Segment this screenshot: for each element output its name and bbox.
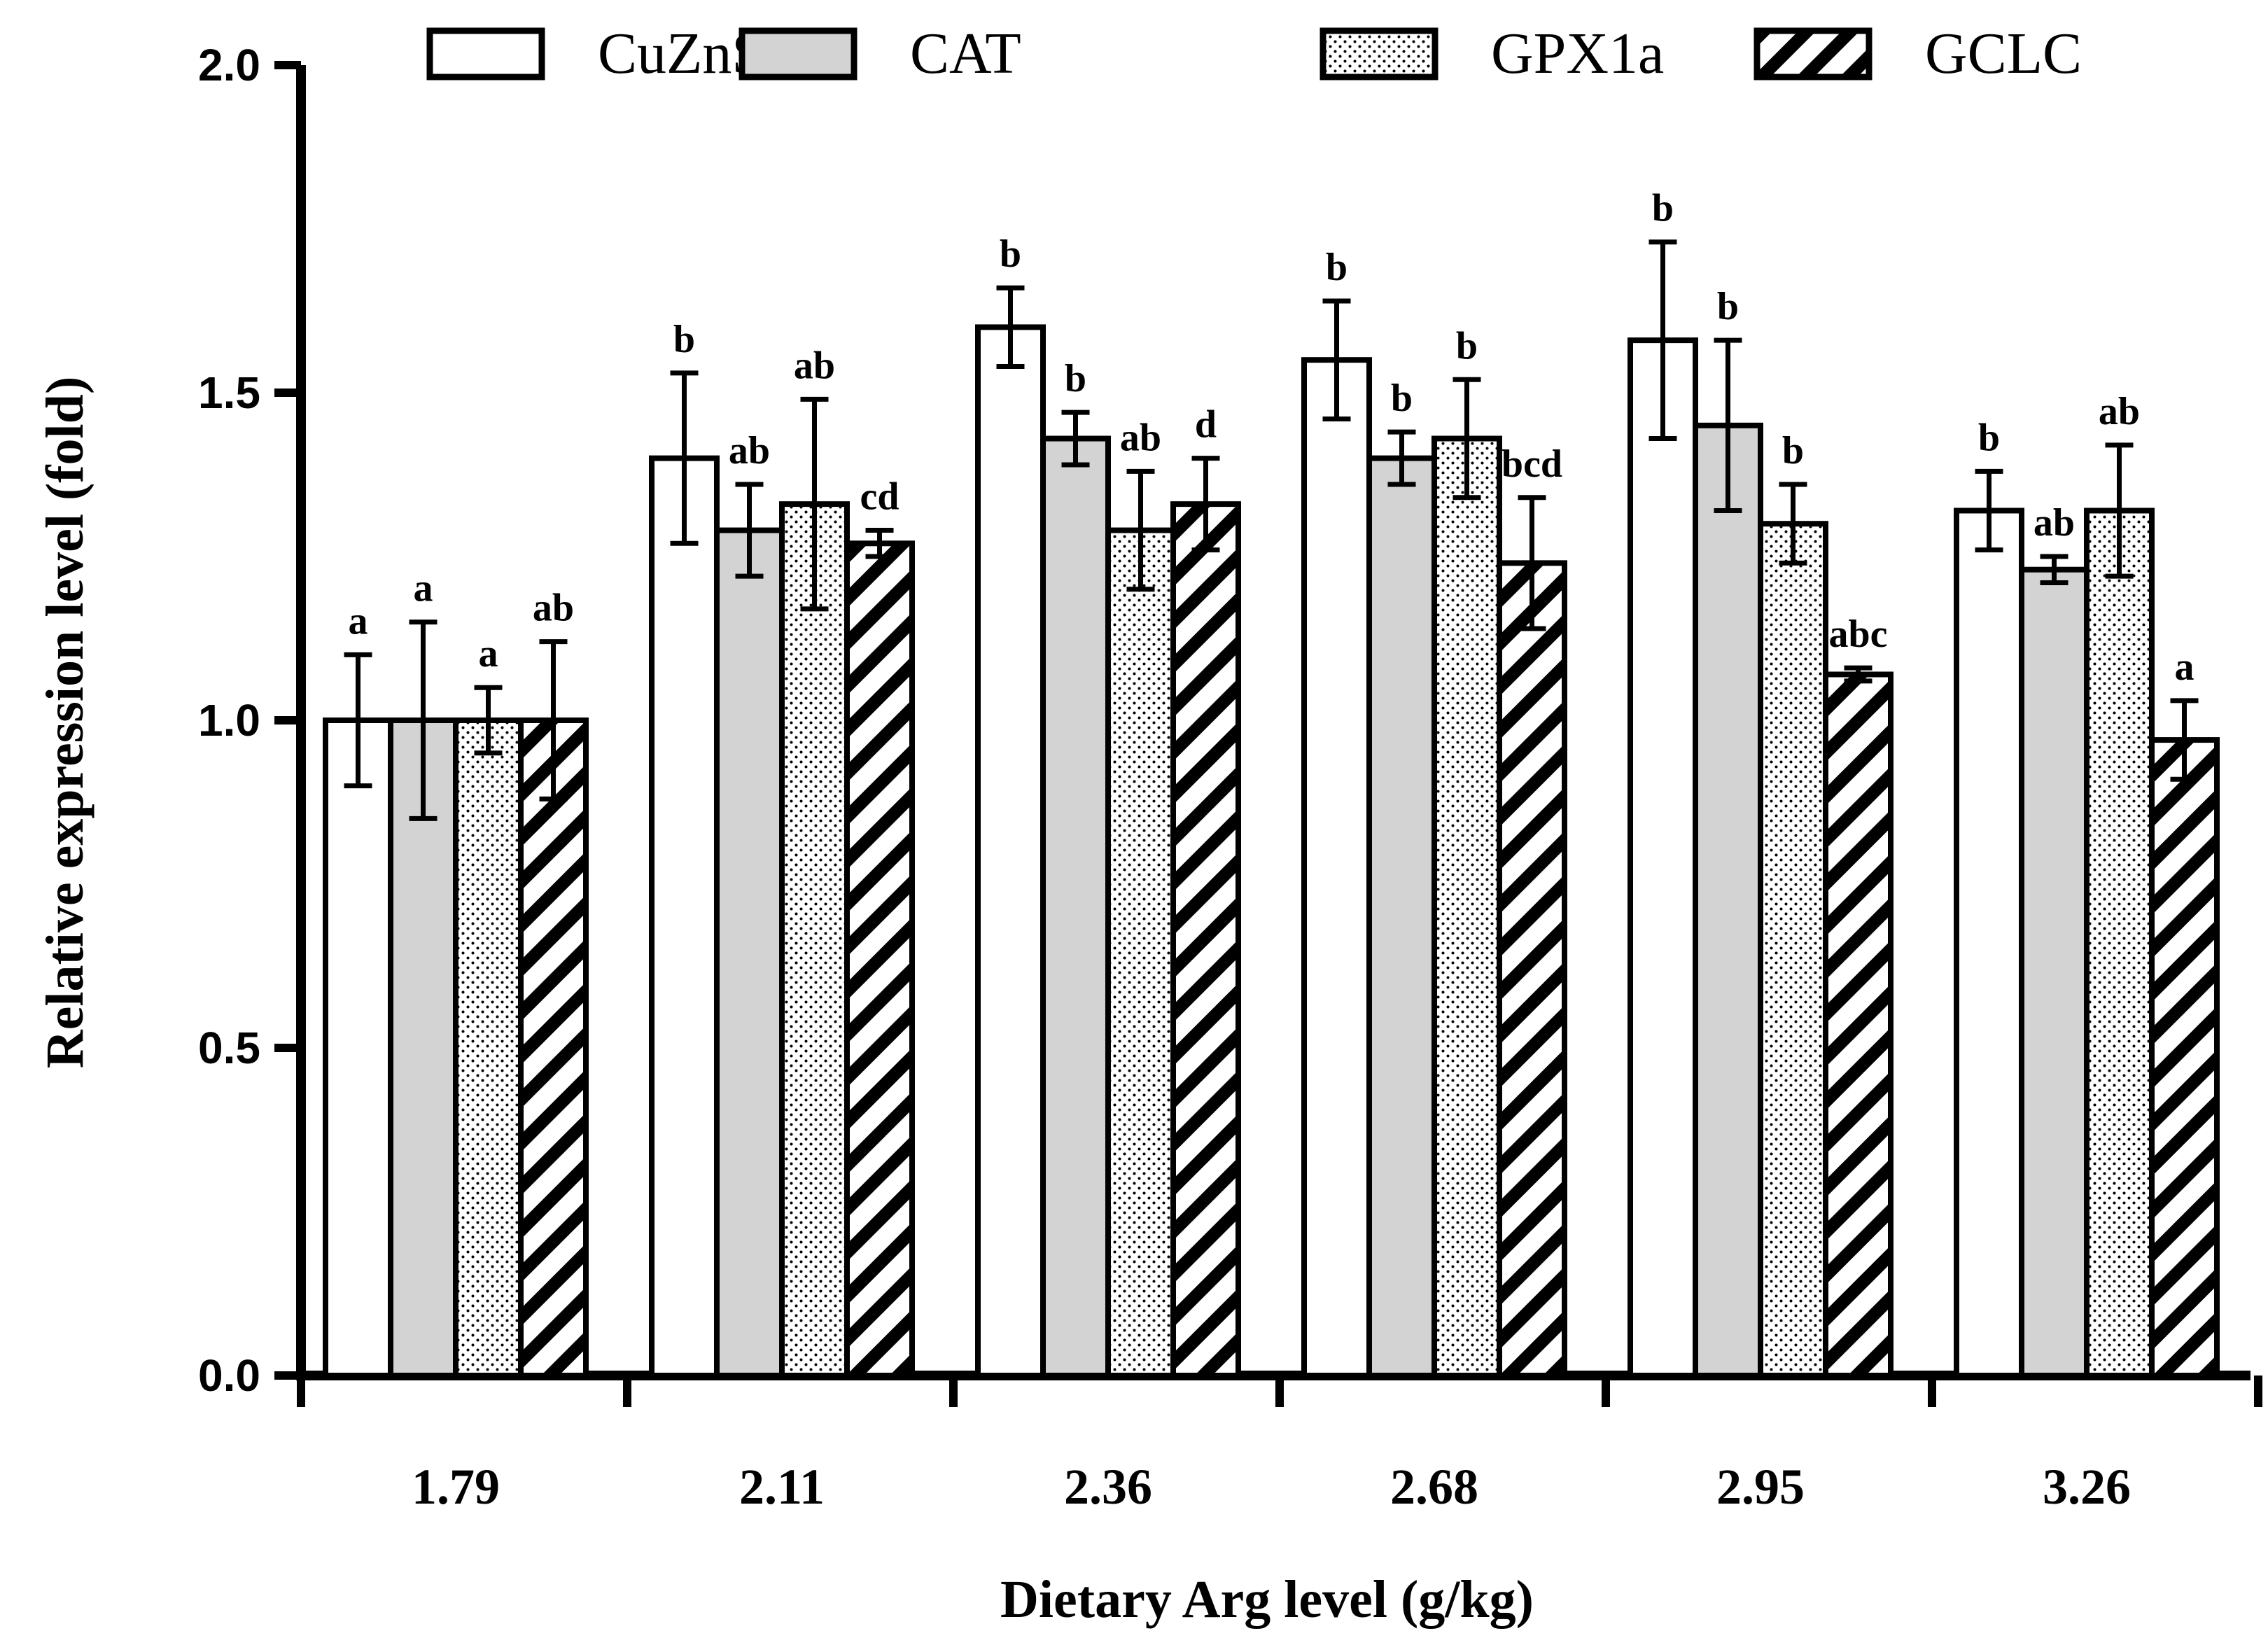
significance-label: b xyxy=(1782,429,1804,472)
legend-swatch xyxy=(426,27,545,80)
significance-label: ab xyxy=(729,429,770,472)
bar xyxy=(1366,455,1437,1378)
significance-label: ab xyxy=(1120,416,1161,459)
significance-label: d xyxy=(1195,403,1217,447)
x-tick-label: 2.36 xyxy=(1064,1459,1152,1515)
legend-swatch xyxy=(1754,27,1872,80)
bar xyxy=(714,527,785,1378)
bar xyxy=(323,718,393,1378)
bar xyxy=(1954,507,2024,1378)
bar xyxy=(2019,566,2090,1378)
bar xyxy=(1497,560,1567,1378)
bar xyxy=(1170,501,1241,1378)
x-tick-label: 1.79 xyxy=(412,1459,500,1515)
bar xyxy=(1823,671,1893,1378)
x-tick-label: 3.26 xyxy=(2043,1459,2131,1515)
significance-label: ab xyxy=(794,344,835,387)
significance-label: a xyxy=(349,599,368,643)
legend: CuZnSOD CAT GPX1a GCLC xyxy=(426,21,2082,86)
significance-label: b xyxy=(1000,232,1021,276)
bars xyxy=(323,324,2220,1379)
x-tick-label: 2.11 xyxy=(739,1459,825,1515)
bar xyxy=(2084,507,2155,1378)
significance-label: ab xyxy=(2099,390,2140,433)
significance-label: b xyxy=(1065,357,1086,400)
significance-label: b xyxy=(1652,187,1674,230)
bar xyxy=(1693,422,1763,1378)
legend-label: GPX1a xyxy=(1491,21,1664,86)
y-ticks: 0.0 0.5 1.0 1.5 2.0 xyxy=(198,40,301,1401)
bar xyxy=(1105,527,1176,1378)
x-axis-title: Dietary Arg level (g/kg) xyxy=(1000,1570,1534,1629)
x-tick-label: 2.95 xyxy=(1716,1459,1805,1515)
legend-swatch xyxy=(1320,27,1438,80)
y-tick-label: 1.5 xyxy=(198,368,260,418)
bar xyxy=(1432,435,1502,1378)
bar xyxy=(1040,435,1111,1378)
y-tick-label: 2.0 xyxy=(198,40,260,90)
significance-label: a xyxy=(479,632,498,676)
significance-label: bcd xyxy=(1502,442,1562,486)
bar xyxy=(779,501,850,1378)
y-tick-label: 0.5 xyxy=(198,1023,260,1073)
significance-label: b xyxy=(673,318,695,361)
significance-label: b xyxy=(1391,377,1413,420)
significance-label: ab xyxy=(2033,501,2075,545)
significance-label: a xyxy=(2175,645,2194,689)
x-tick-label: 2.68 xyxy=(1390,1459,1478,1515)
significance-label: b xyxy=(1978,416,2000,459)
bar xyxy=(975,324,1046,1378)
bar xyxy=(518,718,589,1378)
significance-label: a xyxy=(414,567,433,610)
significance-label: ab xyxy=(533,587,574,630)
error-bars xyxy=(344,239,2199,821)
y-tick-label: 1.0 xyxy=(198,695,260,746)
bar xyxy=(1628,337,1698,1378)
significance-label: abc xyxy=(1829,612,1888,656)
significance-label: cd xyxy=(860,475,899,519)
bar xyxy=(2149,737,2220,1378)
legend-swatch xyxy=(738,27,858,80)
bar xyxy=(844,540,915,1378)
bar xyxy=(1758,521,1828,1379)
legend-label: GCLC xyxy=(1925,21,2082,86)
significance-label: b xyxy=(1326,246,1348,289)
x-ticks: 1.79 2.11 2.36 2.68 2.95 3.26 xyxy=(297,1376,2262,1515)
bar xyxy=(1301,357,1372,1379)
legend-label: CAT xyxy=(910,21,1021,86)
bar xyxy=(453,718,524,1378)
y-tick-label: 0.0 xyxy=(198,1350,260,1401)
bar xyxy=(649,455,720,1378)
significance-label: b xyxy=(1456,324,1478,368)
y-axis-title: Relative expression level (fold) xyxy=(36,377,94,1069)
significance-label: b xyxy=(1717,285,1739,328)
